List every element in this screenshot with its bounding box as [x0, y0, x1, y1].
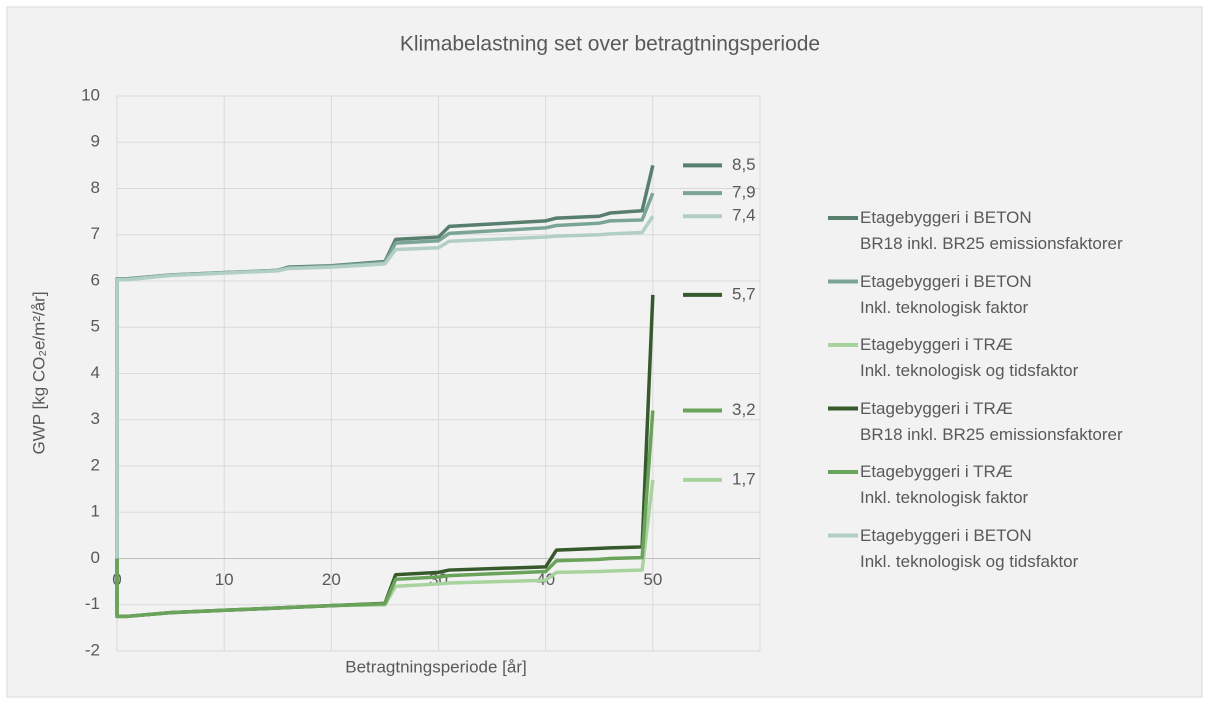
legend-label: Etagebyggeri i BETON Inkl. teknologisk o…	[860, 525, 1079, 571]
x-tick-label: 50	[643, 570, 662, 589]
legend-label: Etagebyggeri i TRÆ BR18 inkl. BR25 emiss…	[860, 398, 1123, 444]
legend-label: Etagebyggeri i TRÆ Inkl. teknologisk og …	[860, 335, 1079, 380]
y-tick-label: -1	[85, 594, 100, 613]
y-tick-label: 6	[91, 270, 100, 289]
y-tick-label: 1	[91, 502, 100, 521]
end-label: 3,2	[732, 400, 756, 419]
y-tick-label: 10	[81, 85, 100, 104]
x-tick-label: 10	[215, 570, 234, 589]
end-label: 7,4	[732, 206, 756, 225]
chart-background	[6, 6, 1203, 698]
legend-label: Etagebyggeri i TRÆ Inkl. teknologisk fak…	[860, 462, 1029, 507]
end-label: 5,7	[732, 284, 756, 303]
y-tick-label: 2	[91, 455, 100, 474]
y-tick-label: 3	[91, 409, 100, 428]
y-tick-label: 4	[91, 363, 100, 382]
y-tick-label: 7	[91, 224, 100, 243]
y-tick-label: 5	[91, 317, 100, 336]
end-label: 1,7	[732, 469, 756, 488]
series-line	[115, 215, 655, 559]
x-tick-label: 20	[322, 570, 341, 589]
y-axis-title: GWP [kg CO₂e/m²/år]	[29, 291, 48, 454]
end-label: 8,5	[732, 155, 756, 174]
end-label: 7,9	[732, 183, 756, 202]
y-tick-label: 9	[91, 132, 100, 151]
y-tick-label: 0	[91, 548, 100, 567]
legend-label: Etagebyggeri i BETON Inkl. teknologisk f…	[860, 271, 1032, 317]
legend-label: Etagebyggeri i BETON BR18 inkl. BR25 emi…	[860, 208, 1123, 253]
x-axis-title: Betragtningsperiode [år]	[345, 657, 526, 676]
series-line	[115, 410, 655, 619]
chart-title: Klimabelastning set over betragtningsper…	[400, 33, 820, 56]
y-tick-label: -2	[85, 640, 100, 659]
y-tick-label: 8	[91, 178, 100, 197]
